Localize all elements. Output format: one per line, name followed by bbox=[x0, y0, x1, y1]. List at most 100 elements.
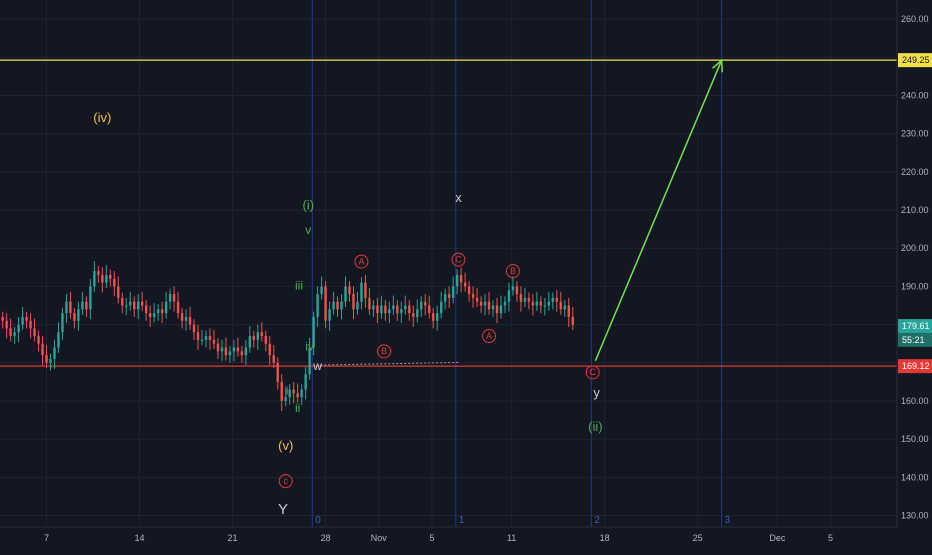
y-tick-label: 140.00 bbox=[901, 472, 929, 482]
level-lines bbox=[0, 59, 897, 367]
annotations: (iv) (i) v iii iv iii w (v) Yx y (ii) A B C A B Cc bbox=[93, 58, 723, 518]
candle bbox=[168, 288, 172, 310]
circled-wave-label: C bbox=[585, 365, 600, 380]
wave-label: y bbox=[593, 385, 600, 400]
candle bbox=[384, 300, 387, 321]
projection-arrow-head bbox=[712, 58, 723, 73]
candle bbox=[475, 287, 479, 308]
candle bbox=[133, 296, 136, 317]
y-tick-label: 210.00 bbox=[901, 205, 929, 215]
candle bbox=[280, 374, 283, 411]
candle bbox=[571, 307, 574, 330]
candle bbox=[412, 305, 415, 327]
y-tick-label: 200.00 bbox=[901, 243, 929, 253]
candle bbox=[539, 296, 543, 314]
candle bbox=[352, 286, 355, 320]
candle bbox=[543, 297, 547, 316]
candle bbox=[144, 300, 148, 321]
candle bbox=[109, 269, 112, 287]
x-tick-label: Dec bbox=[769, 533, 786, 543]
candle bbox=[340, 294, 343, 320]
candle bbox=[244, 339, 248, 366]
candle bbox=[420, 296, 423, 317]
candle bbox=[459, 267, 463, 293]
y-axis-panel[interactable] bbox=[897, 0, 932, 550]
svg-text:A: A bbox=[486, 331, 492, 341]
candle bbox=[300, 384, 303, 405]
candle bbox=[360, 277, 363, 310]
candle bbox=[547, 291, 551, 311]
y-tick-label: 240.00 bbox=[901, 90, 929, 100]
candle bbox=[164, 291, 168, 319]
candle bbox=[356, 291, 359, 315]
candle bbox=[248, 326, 252, 353]
candle bbox=[503, 296, 507, 314]
candle bbox=[436, 305, 439, 331]
circled-wave-label: A bbox=[482, 329, 497, 344]
y-tick-label: 160.00 bbox=[901, 396, 929, 406]
x-tick-label: Nov bbox=[371, 533, 388, 543]
candle bbox=[288, 384, 291, 405]
candle bbox=[491, 300, 495, 317]
candle bbox=[479, 296, 483, 314]
candle bbox=[376, 297, 379, 324]
candle bbox=[160, 301, 164, 324]
candle bbox=[392, 295, 395, 315]
candle bbox=[176, 291, 180, 319]
candle bbox=[61, 307, 64, 340]
wave-label: w bbox=[312, 359, 322, 373]
cycle-label-0: 0 bbox=[315, 515, 321, 526]
candle bbox=[555, 290, 559, 312]
candle bbox=[188, 307, 192, 330]
candle bbox=[69, 291, 72, 319]
candle bbox=[256, 324, 260, 350]
y-tick-label: 260.00 bbox=[901, 14, 929, 24]
candle bbox=[400, 301, 403, 324]
circled-wave-label: B bbox=[377, 344, 392, 359]
candle bbox=[312, 311, 315, 356]
candle bbox=[416, 299, 419, 323]
wave-label: x bbox=[455, 190, 462, 205]
y-tick-label: 150.00 bbox=[901, 434, 929, 444]
candle bbox=[184, 309, 188, 331]
candle bbox=[228, 345, 232, 363]
wave-label: iv bbox=[305, 340, 314, 354]
svg-text:55:21: 55:21 bbox=[902, 335, 925, 345]
candle bbox=[320, 276, 323, 300]
candle bbox=[196, 324, 200, 350]
projection-arrow bbox=[594, 60, 723, 362]
wave-label: (v) bbox=[278, 438, 293, 453]
y-tick-label: 130.00 bbox=[901, 511, 929, 521]
candle bbox=[49, 353, 52, 371]
x-tick-label: 7 bbox=[44, 533, 49, 543]
candle bbox=[172, 286, 176, 312]
candle bbox=[284, 387, 287, 407]
x-tick-label: 14 bbox=[135, 533, 145, 543]
candle bbox=[296, 383, 299, 403]
candle bbox=[463, 272, 467, 292]
candle bbox=[260, 322, 263, 342]
candle bbox=[113, 271, 116, 297]
cycle-label-1: 1 bbox=[459, 515, 465, 526]
svg-text:A: A bbox=[358, 256, 364, 266]
candle bbox=[563, 300, 566, 317]
countdown-badge: 55:21 bbox=[898, 332, 932, 347]
candle bbox=[216, 338, 220, 359]
candle bbox=[240, 345, 244, 363]
vertical-markers: 0 1 2 3 bbox=[311, 0, 731, 527]
candle bbox=[1, 311, 4, 329]
candle bbox=[467, 281, 471, 302]
candle bbox=[428, 295, 431, 319]
candle bbox=[121, 292, 124, 314]
candle bbox=[404, 295, 407, 315]
svg-text:C: C bbox=[455, 255, 462, 265]
candle bbox=[527, 292, 531, 310]
candle bbox=[125, 297, 128, 316]
candle bbox=[33, 318, 36, 342]
wave-label: iii bbox=[295, 279, 303, 293]
candle bbox=[129, 291, 132, 311]
x-axis-panel[interactable] bbox=[0, 527, 932, 550]
